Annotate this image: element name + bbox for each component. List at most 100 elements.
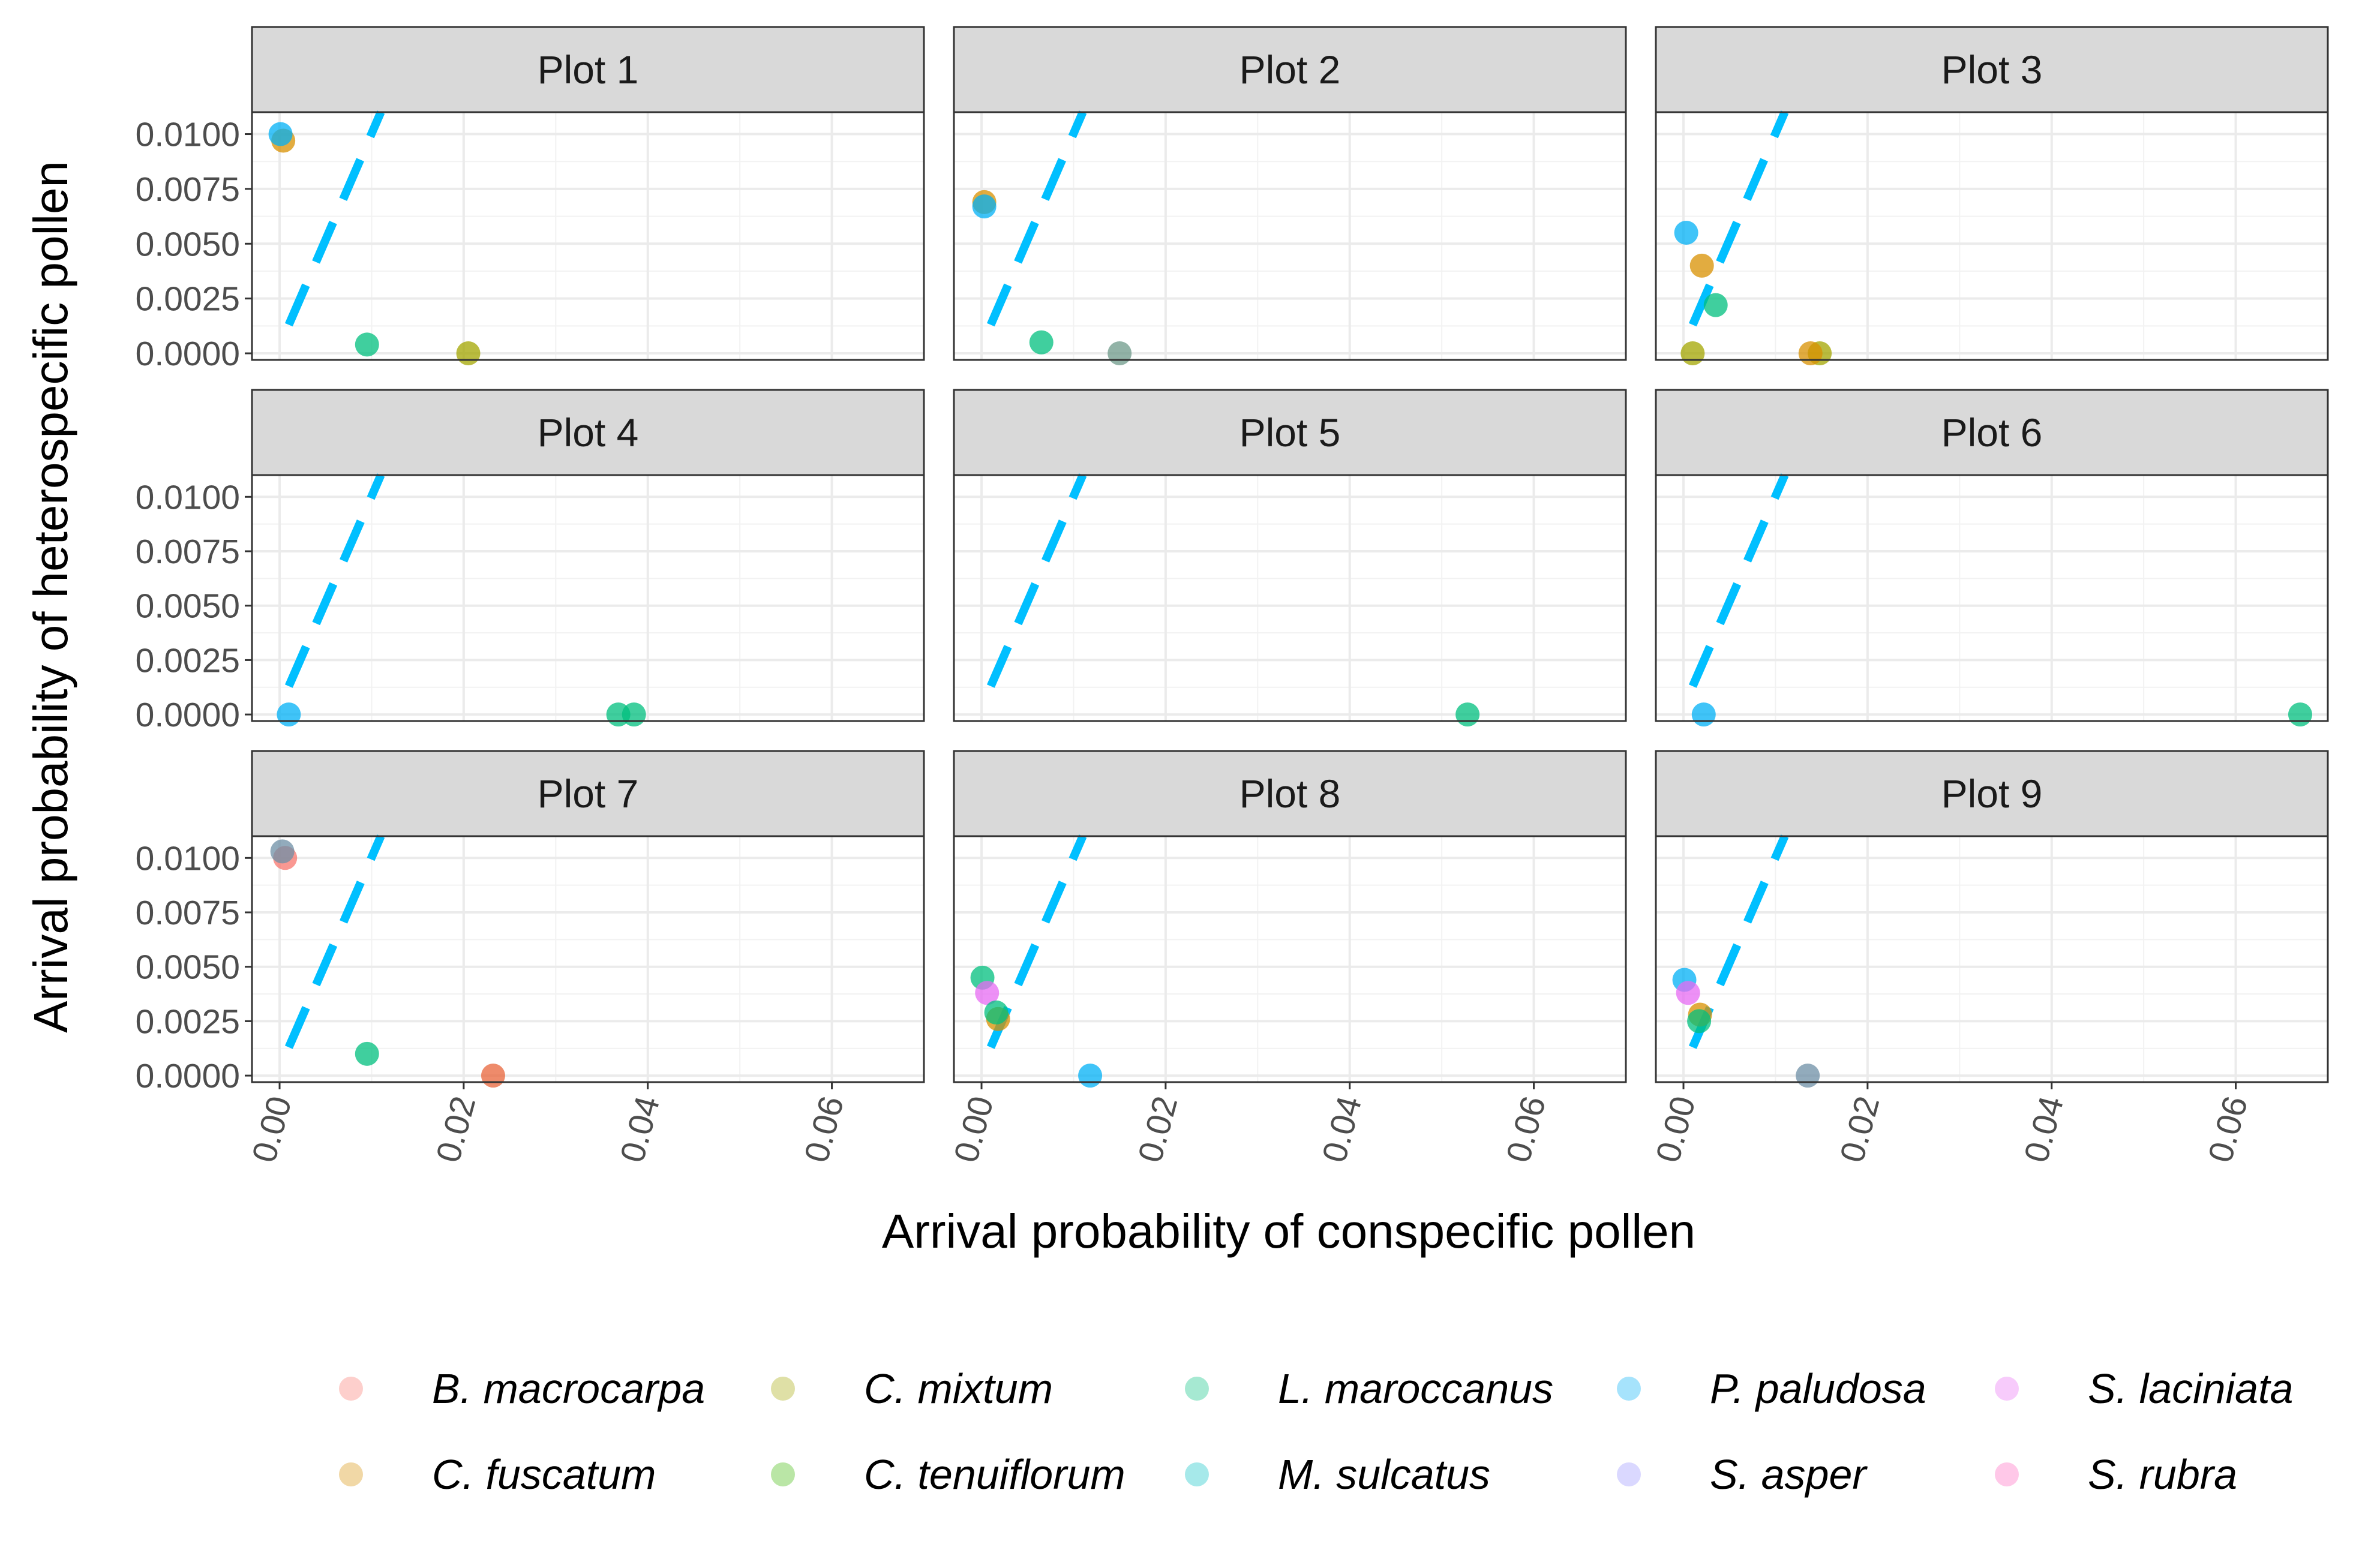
reference-line <box>1688 110 1789 327</box>
panel-border <box>953 835 1627 1083</box>
y-tick-label: 0.0000 <box>136 335 240 373</box>
x-tick-label: 0.02 <box>1131 1092 1185 1167</box>
facet-title: Plot 8 <box>1239 771 1341 816</box>
facet-strip <box>251 389 925 476</box>
data-point <box>1676 981 1700 1005</box>
legend-label: L. maroccanus <box>1278 1365 1553 1412</box>
reference-line <box>284 834 385 1049</box>
data-point <box>355 332 379 357</box>
y-tick-label: 0.0000 <box>136 696 240 734</box>
facet-strip <box>953 389 1627 476</box>
legend-item: B. macrocarpa <box>339 1365 705 1412</box>
panel-background <box>1656 475 2328 721</box>
legend-label: S. rubra <box>2088 1451 2237 1498</box>
panel-7: Plot 7 0.0000 0.0025 0.0050 0.0075 0.0100 0.00… <box>136 750 925 1167</box>
legend-item: C. tenuiflorum <box>771 1451 1126 1498</box>
data-point <box>1680 341 1705 366</box>
panel-border <box>251 111 925 361</box>
y-tick-label: 0.0025 <box>136 1002 240 1041</box>
legend-key <box>1617 1462 1641 1486</box>
data-point <box>2288 702 2312 727</box>
data-point <box>1691 702 1716 727</box>
panel-grid: Plot 1 0.0000 0.0025 0.0050 0.0075 0.0100 Plot… <box>136 26 2329 1167</box>
legend-key <box>339 1462 363 1486</box>
facet-title: Plot 4 <box>538 410 639 455</box>
data-point <box>1687 1009 1712 1034</box>
facet-title: Plot 2 <box>1239 47 1341 92</box>
y-tick-label: 0.0100 <box>136 116 240 154</box>
legend-label: S. asper <box>1710 1451 1868 1498</box>
y-tick-label: 0.0075 <box>136 894 240 932</box>
legend-key <box>1185 1462 1209 1486</box>
facet-strip <box>1655 750 2329 837</box>
legend-item: C. fuscatum <box>339 1451 656 1498</box>
legend-key <box>1995 1377 2019 1401</box>
facet-strip <box>251 750 925 837</box>
legend-key <box>771 1462 795 1486</box>
legend-key <box>1995 1462 2019 1486</box>
legend-item: P. paludosa <box>1617 1365 1926 1412</box>
facet-strip <box>953 26 1627 113</box>
legend-label: M. sulcatus <box>1278 1451 1490 1498</box>
x-axis-title: Arrival probability of conspecific polle… <box>882 1204 1695 1258</box>
legend-key <box>339 1377 363 1401</box>
panel-border <box>953 474 1627 722</box>
data-point <box>481 1064 505 1088</box>
panel-border <box>1655 474 2329 722</box>
x-tick-label: 0.00 <box>1649 1092 1703 1167</box>
panel-background <box>252 112 924 360</box>
facet-title: Plot 6 <box>1941 410 2043 455</box>
legend-item: L. maroccanus <box>1185 1365 1553 1412</box>
panel-4: Plot 4 0.0000 0.0025 0.0050 0.0075 0.0100 <box>136 389 925 734</box>
panel-border <box>1655 111 2329 361</box>
panel-border <box>953 111 1627 361</box>
panel-background <box>954 112 1626 360</box>
x-tick-label: 0.00 <box>947 1092 1001 1167</box>
x-tick-label: 0.04 <box>2017 1092 2072 1167</box>
legend-key <box>771 1377 795 1401</box>
legend-item: S. laciniata <box>1995 1365 2293 1412</box>
data-point <box>1455 702 1480 727</box>
y-tick-label: 0.0075 <box>136 170 240 209</box>
data-point <box>355 1041 379 1066</box>
panel-background <box>954 836 1626 1082</box>
y-tick-label: 0.0100 <box>136 478 240 516</box>
data-point <box>975 981 1000 1005</box>
reference-line <box>986 473 1087 688</box>
legend-key <box>1185 1377 1209 1401</box>
data-point <box>606 702 631 727</box>
legend-item: M. sulcatus <box>1185 1451 1490 1498</box>
panel-background <box>1656 112 2328 360</box>
y-tick-label: 0.0025 <box>136 641 240 680</box>
panel-2: Plot 2 <box>953 26 1627 366</box>
data-point <box>277 702 301 727</box>
reference-line <box>986 110 1087 327</box>
facet-title: Plot 3 <box>1941 47 2043 92</box>
facet-title: Plot 1 <box>538 47 639 92</box>
reference-line <box>284 473 385 688</box>
data-point <box>1703 293 1728 317</box>
facet-title: Plot 7 <box>538 771 639 816</box>
panel-border <box>1655 835 2329 1083</box>
x-tick-label: 0.02 <box>1833 1092 1887 1167</box>
data-point <box>1078 1064 1103 1088</box>
data-point <box>1674 221 1698 245</box>
x-tick-label: 0.06 <box>797 1092 852 1167</box>
legend-label: C. tenuiflorum <box>864 1451 1126 1498</box>
legend-item: S. rubra <box>1995 1451 2237 1498</box>
y-axis-title: Arrival probability of heterospecific po… <box>24 161 77 1033</box>
x-tick-label: 0.06 <box>2201 1092 2256 1167</box>
panel-border <box>251 474 925 722</box>
panel-background <box>954 475 1626 721</box>
y-tick-label: 0.0000 <box>136 1057 240 1095</box>
y-tick-label: 0.0100 <box>136 839 240 878</box>
panel-6: Plot 6 <box>1655 389 2329 727</box>
data-point <box>1029 330 1054 355</box>
data-point <box>1108 341 1132 366</box>
data-point <box>984 1000 1009 1025</box>
y-tick-label: 0.0050 <box>136 948 240 987</box>
data-point <box>972 194 997 219</box>
data-point <box>456 341 481 366</box>
data-point <box>1798 341 1823 366</box>
